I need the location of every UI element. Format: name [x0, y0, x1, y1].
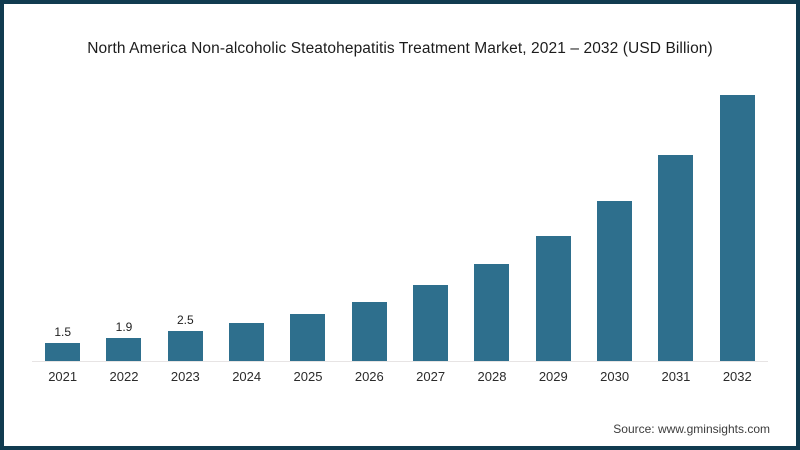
bar — [597, 201, 633, 361]
x-axis-label: 2030 — [600, 369, 630, 384]
bar-group — [461, 263, 522, 361]
bar-group — [400, 285, 461, 361]
x-axis-label: 2021 — [48, 369, 78, 384]
plot-area: 1.5 1.9 2.5 2021 2022 2023 2024 2025 2026 2027 20… — [32, 89, 768, 384]
x-axis-label: 2027 — [416, 369, 446, 384]
source-text: Source: www.gminsights.com — [613, 422, 770, 436]
bar-group — [216, 322, 277, 361]
x-axis-label: 2024 — [232, 369, 262, 384]
bar-group — [645, 154, 706, 361]
bar-group — [277, 314, 338, 361]
bar-group: 2.5 — [155, 314, 216, 361]
bar — [413, 285, 449, 361]
bar-value-label: 1.5 — [54, 325, 71, 339]
x-axis-label: 2023 — [170, 369, 200, 384]
x-axis-label: 2032 — [722, 369, 752, 384]
x-axis-label: 2031 — [661, 369, 691, 384]
bar — [45, 343, 81, 361]
x-axis: 2021 2022 2023 2024 2025 2026 2027 2028 2029 2030… — [32, 369, 768, 384]
bar — [658, 154, 694, 361]
bars-row: 1.5 1.9 2.5 — [32, 89, 768, 362]
bar-group: 1.9 — [93, 321, 154, 361]
bar — [535, 236, 571, 361]
x-axis-label: 2022 — [109, 369, 139, 384]
bar — [229, 322, 265, 361]
x-axis-label: 2029 — [538, 369, 568, 384]
bar — [106, 338, 142, 361]
x-axis-label: 2028 — [477, 369, 507, 384]
bar-group — [523, 236, 584, 361]
bar — [474, 263, 510, 361]
chart-title: North America Non-alcoholic Steatohepati… — [87, 40, 713, 57]
bar — [719, 94, 755, 361]
x-axis-label: 2026 — [354, 369, 384, 384]
bar-group: 1.5 — [32, 326, 93, 361]
bar — [351, 302, 387, 361]
bar — [290, 314, 326, 361]
bar-group — [339, 302, 400, 361]
x-axis-label: 2025 — [293, 369, 323, 384]
bar — [167, 331, 203, 361]
bar-value-label: 2.5 — [176, 313, 194, 327]
bar-group — [584, 201, 645, 361]
bar-group — [707, 94, 768, 361]
bar-value-label: 1.9 — [115, 320, 133, 335]
